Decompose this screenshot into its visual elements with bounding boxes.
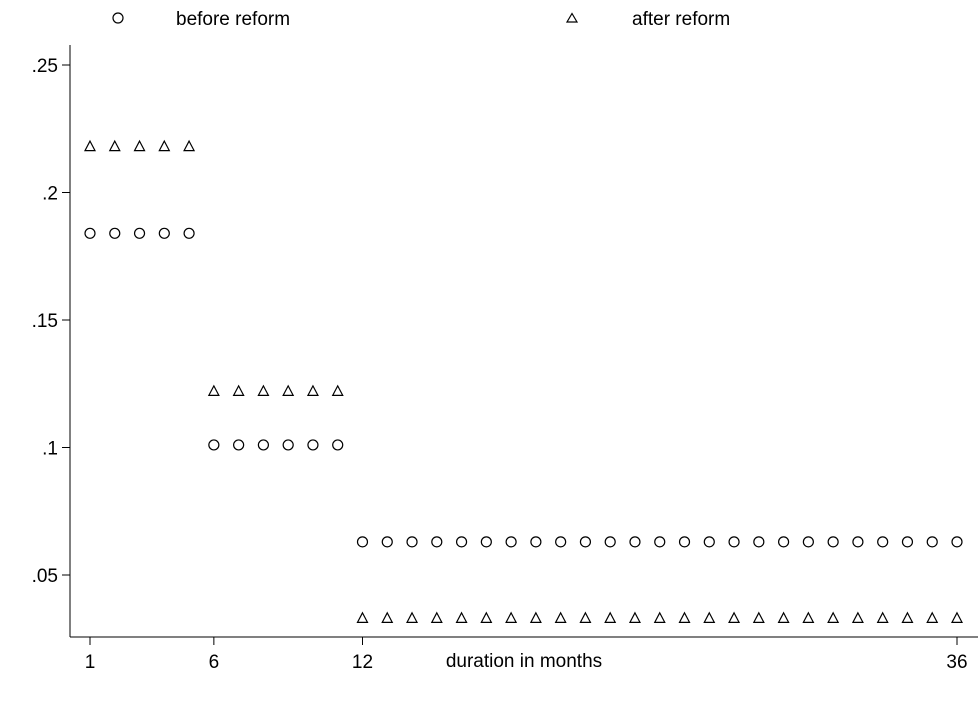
point-after-reform [331,384,344,396]
point-before-reform [951,536,963,548]
point-after-reform [282,384,295,396]
point-after-reform [257,384,270,396]
point-before-reform [827,536,839,548]
point-after-reform [901,611,914,623]
x-tick-label: 12 [352,652,373,673]
point-before-reform [555,536,567,548]
point-before-reform [530,536,542,548]
legend-marker-triangle [565,12,579,23]
x-axis-title: duration in months [446,651,602,672]
point-before-reform [654,536,666,548]
point-after-reform [802,611,815,623]
point-after-reform [381,611,394,623]
legend: before reform after reform [112,9,730,30]
point-after-reform [777,611,790,623]
y-axis-ticks: .05 .1 .15 .2 .25 [32,56,70,587]
x-tick-label: 36 [946,652,967,673]
x-tick-label: 1 [85,652,96,673]
point-after-reform [752,611,765,623]
point-before-reform [877,536,889,548]
point-after-reform [480,611,493,623]
legend-label-before-reform: before reform [176,9,290,30]
point-after-reform [951,611,963,623]
point-after-reform [207,384,220,396]
point-before-reform [257,439,269,451]
point-before-reform [84,227,96,239]
point-after-reform [604,611,617,623]
y-tick-label: .15 [32,311,58,332]
point-before-reform [356,536,369,548]
point-before-reform [233,439,245,451]
point-after-reform [827,611,840,623]
point-before-reform [579,536,592,548]
point-before-reform [455,536,468,548]
point-after-reform [84,139,96,152]
point-before-reform [901,536,914,548]
point-before-reform [753,536,765,548]
point-after-reform [728,611,741,623]
point-before-reform [307,439,319,451]
x-axis-ticks: 1 6 12 36 [85,637,968,673]
point-before-reform [678,536,691,548]
data-points [84,139,963,623]
point-after-reform [529,611,542,623]
point-after-reform [876,611,889,623]
point-after-reform [678,611,691,623]
point-after-reform [851,611,864,623]
y-tick-label: .25 [32,56,58,77]
point-after-reform [628,611,641,623]
point-before-reform [629,536,641,548]
point-before-reform [431,536,443,548]
point-before-reform [926,536,938,548]
point-before-reform [728,536,740,548]
y-tick-label: .2 [42,184,58,205]
point-before-reform [604,536,616,548]
point-before-reform [158,227,170,239]
point-after-reform [108,139,121,152]
y-tick-label: .1 [42,439,58,460]
point-after-reform [703,611,716,623]
point-after-reform [356,611,369,623]
y-tick-label: .05 [32,566,58,587]
point-before-reform [777,536,790,548]
point-before-reform [852,536,864,548]
legend-item-before-reform: before reform [112,9,290,30]
point-before-reform [505,536,517,548]
x-tick-label: 6 [209,652,220,673]
point-before-reform [480,536,492,548]
point-before-reform [133,227,146,239]
point-after-reform [406,611,419,623]
point-after-reform [183,139,196,152]
point-before-reform [208,439,220,451]
point-after-reform [653,611,666,623]
point-after-reform [455,611,468,623]
point-after-reform [306,384,319,396]
point-after-reform [505,611,518,623]
point-before-reform [332,439,344,451]
point-before-reform [703,536,715,548]
point-before-reform [802,536,814,548]
point-after-reform [926,611,939,623]
point-after-reform [232,384,245,396]
point-after-reform [133,139,146,152]
point-after-reform [554,611,567,623]
point-before-reform [183,227,195,239]
point-after-reform [579,611,592,623]
point-before-reform [282,439,294,451]
point-before-reform [109,227,121,239]
point-before-reform [406,536,418,548]
point-before-reform [381,536,393,548]
point-after-reform [430,611,443,623]
legend-item-after-reform: after reform [565,9,730,30]
point-after-reform [158,139,171,152]
legend-label-after-reform: after reform [632,9,730,30]
legend-marker-circle [112,12,124,24]
